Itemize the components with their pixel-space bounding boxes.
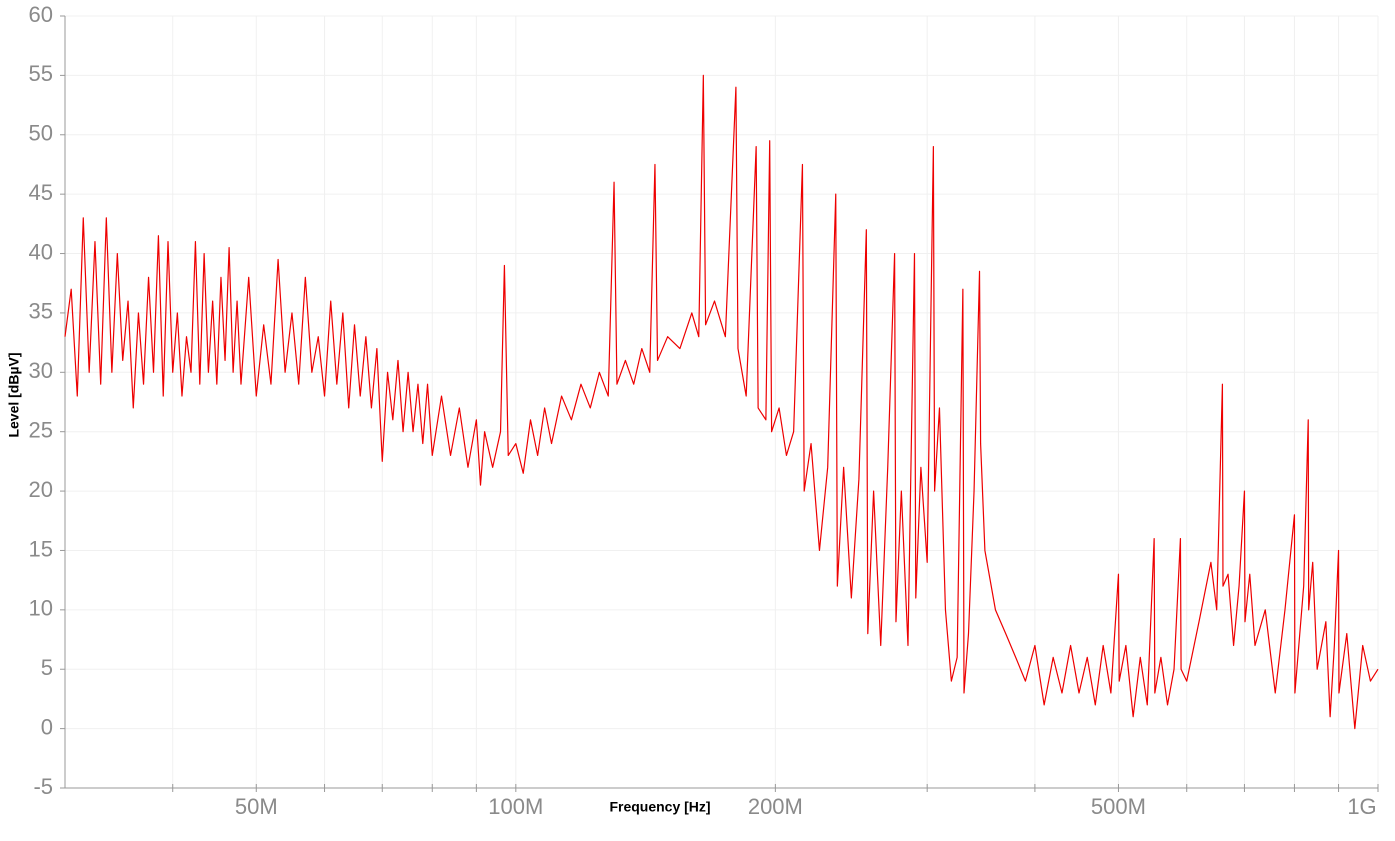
x-tick-label: 1G: [1347, 794, 1376, 819]
y-tick-label: 0: [41, 714, 53, 739]
y-tick-label: 50: [29, 121, 53, 146]
x-tick-label: 100M: [488, 794, 543, 819]
x-tick-label: 200M: [748, 794, 803, 819]
y-tick-label: 40: [29, 239, 53, 264]
y-tick-label: 25: [29, 418, 53, 443]
y-tick-label: 35: [29, 299, 53, 324]
x-tick-label: 50M: [235, 794, 278, 819]
spectrum-line: [64, 74, 1379, 730]
y-tick-label: 45: [29, 180, 53, 205]
y-tick-label: 55: [29, 61, 53, 86]
y-tick-label: 60: [29, 2, 53, 27]
y-tick-label: 5: [41, 655, 53, 680]
y-tick-label: -5: [33, 774, 53, 799]
y-tick-label: 10: [29, 596, 53, 621]
y-tick-label: 20: [29, 477, 53, 502]
y-tick-label: 30: [29, 358, 53, 383]
x-axis-title: Frequency [Hz]: [609, 799, 710, 815]
y-tick-label: 15: [29, 536, 53, 561]
x-tick-label: 500M: [1091, 794, 1146, 819]
y-axis-title: Level [dBµV]: [6, 352, 22, 437]
